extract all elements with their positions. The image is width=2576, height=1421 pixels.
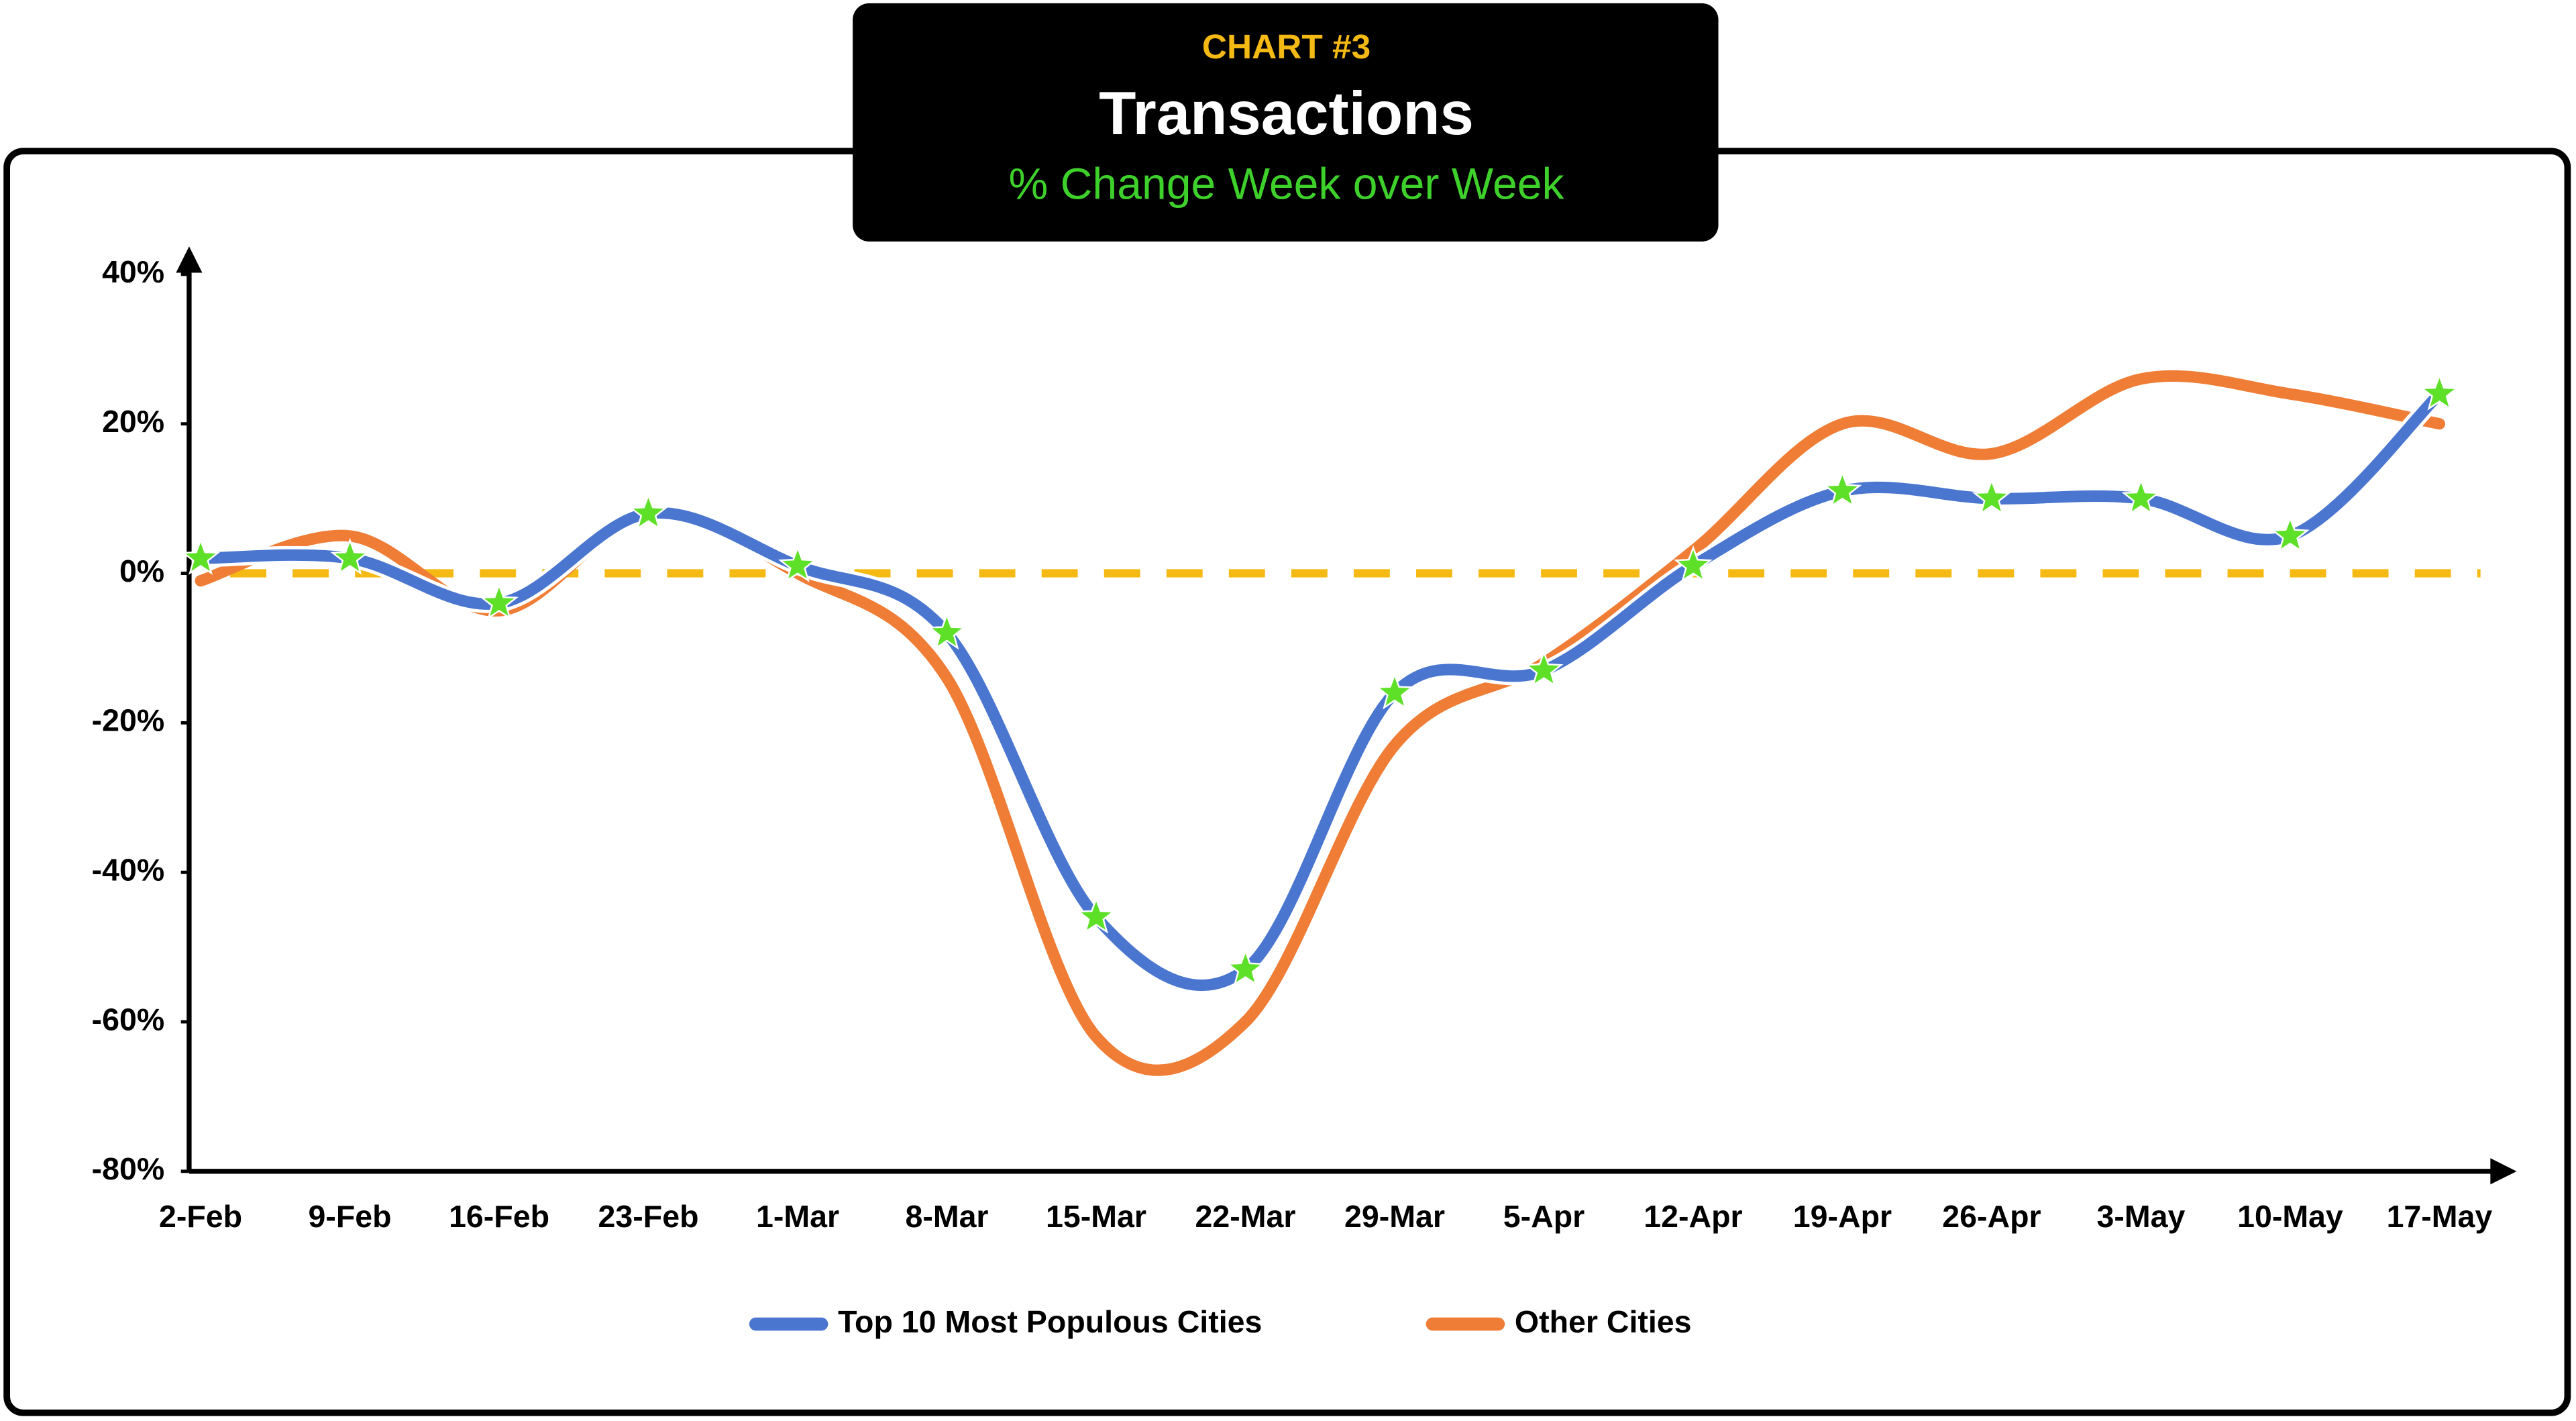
- x-tick-label: 29-Mar: [1344, 1199, 1445, 1234]
- star-marker: [1823, 470, 1862, 508]
- chart-header: CHART #3: [1202, 27, 1371, 66]
- x-tick-label: 26-Apr: [1942, 1199, 2041, 1234]
- y-axis-arrow: [176, 246, 203, 273]
- star-marker: [927, 613, 967, 650]
- star-marker: [330, 537, 370, 575]
- y-tick-label: -20%: [92, 703, 165, 738]
- star-marker: [778, 545, 817, 582]
- star-marker: [180, 537, 221, 575]
- star-marker: [1076, 896, 1116, 934]
- x-tick-label: 15-Mar: [1046, 1199, 1146, 1234]
- star-marker: [1226, 949, 1265, 986]
- star-marker: [2121, 478, 2161, 515]
- x-tick-label: 17-May: [2387, 1199, 2493, 1234]
- x-tick-label: 8-Mar: [905, 1199, 988, 1234]
- title-box: [853, 3, 1719, 242]
- x-tick-label: 5-Apr: [1503, 1199, 1585, 1234]
- y-tick-label: 20%: [102, 404, 164, 439]
- legend-label: Other Cities: [1515, 1304, 1692, 1339]
- x-tick-label: 22-Mar: [1195, 1199, 1296, 1234]
- x-tick-label: 3-May: [2097, 1199, 2186, 1234]
- x-tick-label: 12-Apr: [1644, 1199, 1742, 1234]
- x-tick-label: 19-Apr: [1793, 1199, 1892, 1234]
- series-line: [195, 388, 2446, 992]
- star-marker: [480, 582, 519, 620]
- y-tick-label: 0%: [119, 554, 164, 588]
- x-tick-label: 1-Mar: [756, 1199, 839, 1234]
- x-tick-label: 23-Feb: [598, 1199, 699, 1234]
- x-tick-label: 10-May: [2237, 1199, 2343, 1234]
- chart-title: Transactions: [1099, 80, 1474, 148]
- y-tick-label: -60%: [92, 1002, 165, 1037]
- y-tick-label: -40%: [92, 852, 165, 887]
- star-marker: [1524, 649, 1564, 687]
- x-tick-label: 16-Feb: [449, 1199, 549, 1234]
- star-marker: [1674, 545, 1713, 582]
- star-marker: [2271, 515, 2310, 553]
- y-tick-label: 40%: [102, 254, 164, 289]
- x-tick-label: 9-Feb: [309, 1199, 392, 1234]
- chart-subtitle: % Change Week over Week: [1009, 160, 1565, 209]
- x-axis-arrow: [2490, 1158, 2517, 1185]
- star-marker: [2420, 373, 2459, 411]
- legend-label: Top 10 Most Populous Cities: [838, 1304, 1262, 1339]
- star-marker: [629, 492, 668, 531]
- star-marker: [1375, 672, 1414, 710]
- x-tick-label: 2-Feb: [159, 1199, 242, 1234]
- y-tick-label: -80%: [92, 1151, 165, 1186]
- star-marker: [1972, 478, 2012, 515]
